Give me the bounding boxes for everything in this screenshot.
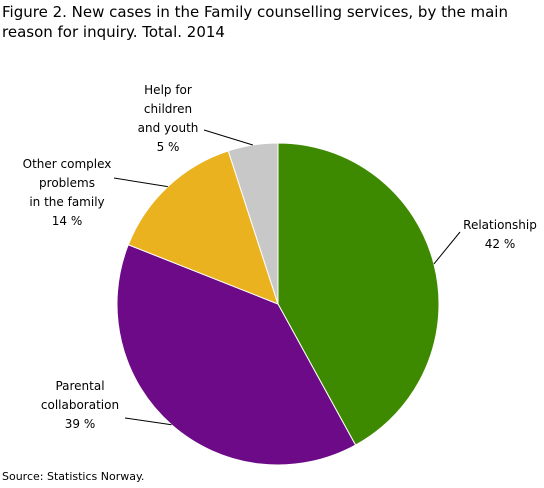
value-label: 14 % bbox=[52, 214, 83, 228]
label-line: in the family bbox=[29, 195, 104, 209]
slice-label: Other complex problems in the family bbox=[23, 157, 112, 209]
slice-label: Parental collaboration bbox=[41, 379, 119, 412]
pie-slice bbox=[227, 142, 279, 305]
source-note: Source: Statistics Norway. bbox=[2, 470, 145, 483]
value-label: 42 % bbox=[485, 237, 516, 251]
label-line: Parental bbox=[55, 379, 104, 393]
pie-slice bbox=[277, 142, 440, 446]
slice-label: Help for children and youth bbox=[138, 83, 199, 135]
leader-line bbox=[433, 231, 461, 265]
label-line: and youth bbox=[138, 121, 199, 135]
slice-label: Relationship bbox=[463, 218, 537, 232]
label-line: Relationship bbox=[463, 218, 537, 232]
label-line: problems bbox=[39, 176, 95, 190]
chart-title: Figure 2. New cases in the Family counse… bbox=[2, 3, 508, 41]
label-line: Help for bbox=[144, 83, 192, 97]
pie-slice bbox=[116, 244, 357, 466]
label-line: children bbox=[144, 102, 192, 116]
label-line: collaboration bbox=[41, 398, 119, 412]
leader-line bbox=[124, 417, 172, 426]
value-label: 5 % bbox=[157, 140, 180, 154]
label-line: Other complex bbox=[23, 157, 112, 171]
value-label: 39 % bbox=[65, 417, 96, 431]
leader-line bbox=[203, 129, 253, 146]
leader-line bbox=[113, 177, 168, 188]
